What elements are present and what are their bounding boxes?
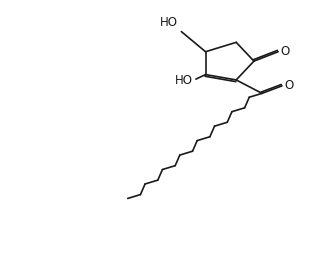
Text: O: O [284, 79, 294, 92]
Text: O: O [280, 45, 290, 58]
Text: HO: HO [175, 74, 193, 87]
Text: HO: HO [160, 16, 178, 29]
